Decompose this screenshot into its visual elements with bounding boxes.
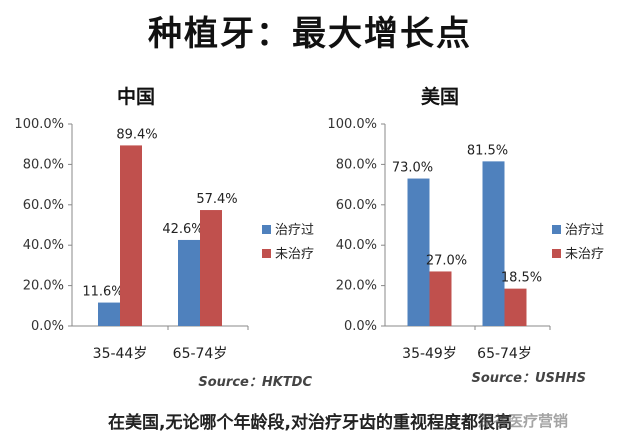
bar [98, 302, 120, 326]
data-label: 18.5% [501, 271, 542, 286]
data-label: 57.4% [196, 192, 237, 207]
legend-swatch [552, 249, 561, 258]
y-tick-label: 40.0% [336, 238, 377, 253]
source-note: Source：USHHS [471, 371, 586, 386]
bar [200, 210, 222, 326]
footer-caption: 在美国,无论哪个年龄段,对治疗牙齿的重视程度都很高 [108, 413, 512, 433]
bar [407, 178, 430, 326]
legend-label: 未治疗 [565, 247, 604, 262]
data-label: 11.6% [82, 285, 123, 300]
legend-label: 治疗过 [565, 223, 604, 238]
bar [482, 161, 505, 326]
y-tick-label: 20.0% [336, 279, 377, 294]
chart-title: 中国 [117, 85, 155, 108]
legend-swatch [262, 225, 271, 234]
bar [429, 271, 452, 326]
category-label: 65-74岁 [173, 346, 228, 362]
data-label: 81.5% [467, 143, 508, 158]
y-tick-label: 100.0% [14, 117, 64, 132]
data-label: 73.0% [392, 161, 433, 176]
source-note: Source：HKTDC [198, 375, 312, 390]
legend-label: 未治疗 [275, 247, 314, 262]
y-tick-label: 20.0% [23, 279, 64, 294]
y-tick-label: 0.0% [344, 319, 377, 334]
category-label: 65-74岁 [477, 346, 532, 362]
y-tick-label: 100.0% [327, 117, 377, 132]
y-tick-label: 60.0% [23, 198, 64, 213]
y-tick-label: 80.0% [336, 157, 377, 172]
bar [504, 288, 527, 326]
y-tick-label: 80.0% [23, 157, 64, 172]
y-tick-label: 0.0% [31, 319, 64, 334]
chart-title: 美国 [421, 85, 459, 108]
bar [120, 145, 142, 326]
watermark-text: 深谷医疗营销 [478, 412, 569, 430]
legend-swatch [552, 225, 561, 234]
y-tick-label: 40.0% [23, 238, 64, 253]
data-label: 89.4% [116, 127, 157, 142]
legend-label: 治疗过 [275, 223, 314, 238]
y-tick-label: 60.0% [336, 198, 377, 213]
data-label: 27.0% [426, 253, 467, 268]
category-label: 35-44岁 [93, 346, 148, 362]
bar [178, 239, 200, 326]
category-label: 35-49岁 [402, 346, 457, 362]
data-label: 42.6% [162, 222, 203, 237]
legend-swatch [262, 249, 271, 258]
page-title: 种植牙：最大增长点 [148, 14, 472, 54]
